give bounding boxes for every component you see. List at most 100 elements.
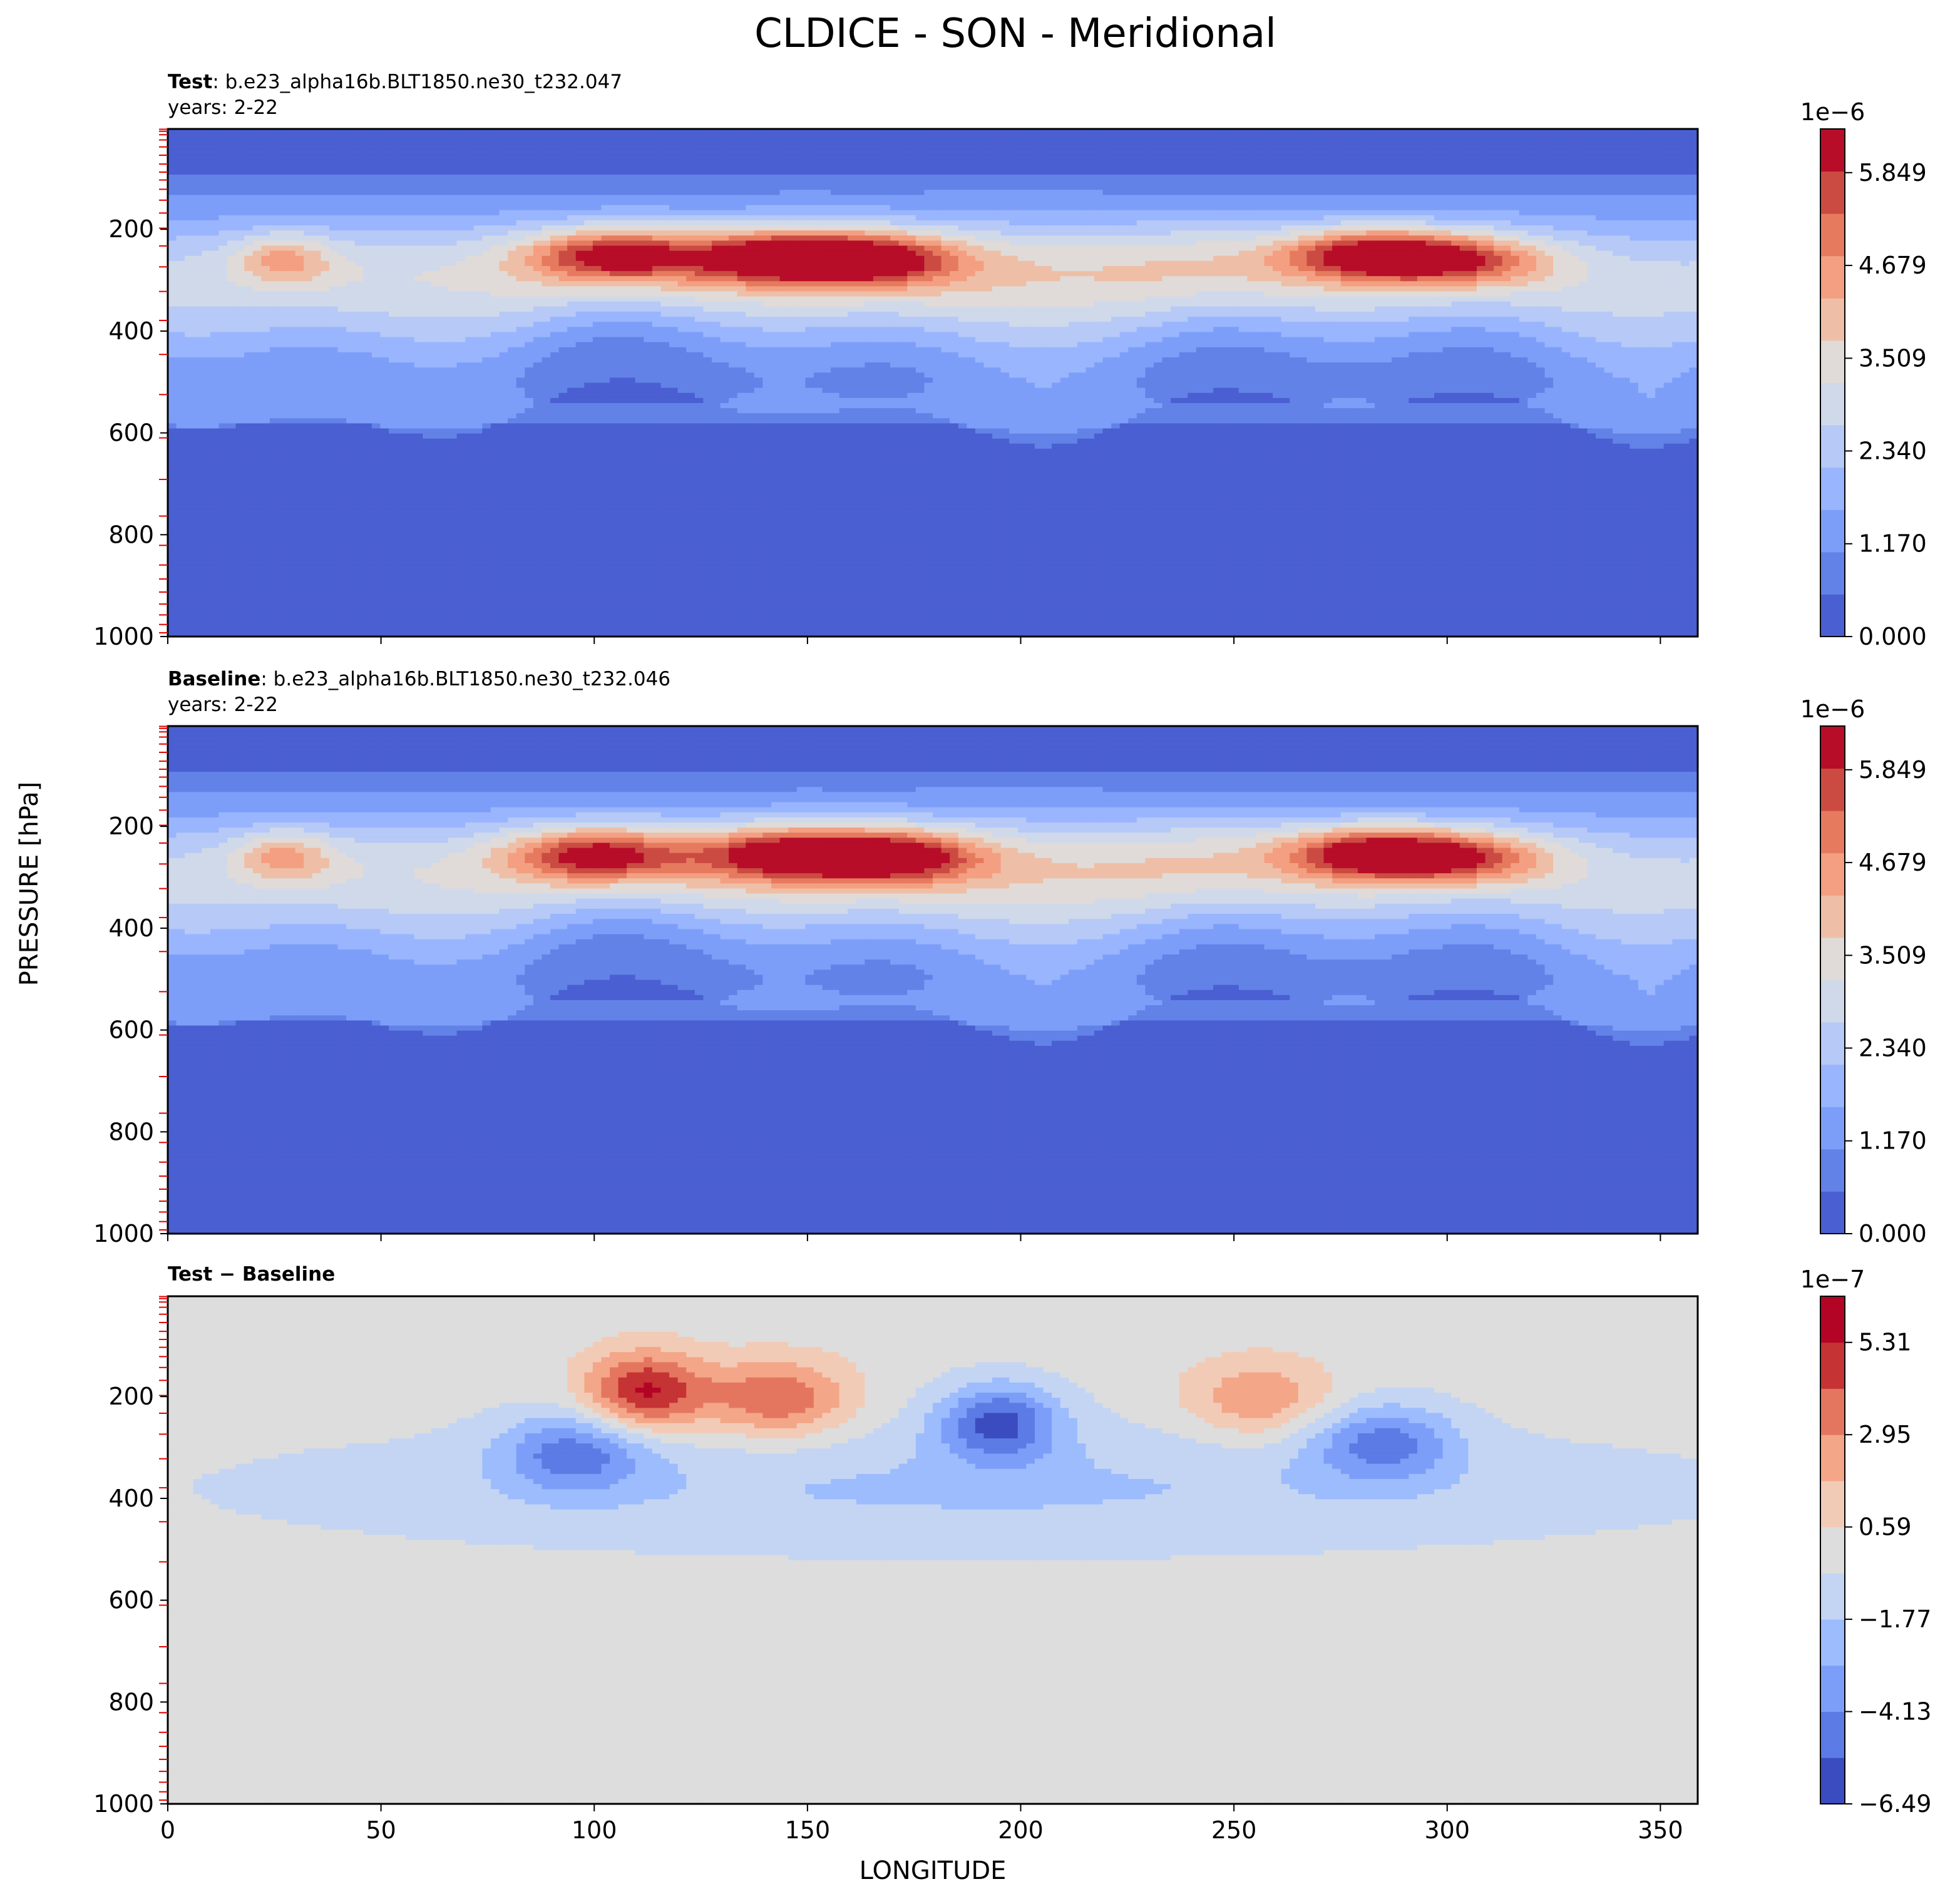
contour-cell (355, 195, 364, 200)
contour-cell (1579, 175, 1588, 180)
contour-cell (814, 210, 823, 216)
contour-cell (754, 261, 763, 267)
contour-cell (1332, 139, 1341, 145)
contour-cell (1460, 134, 1469, 140)
contour-cell (1417, 170, 1426, 175)
contour-cell (797, 195, 806, 200)
contour-cell (1009, 185, 1018, 190)
contour-cell (814, 165, 823, 170)
contour-cell (1511, 235, 1519, 241)
contour-cell (244, 235, 253, 241)
contour-cell (805, 251, 814, 257)
contour-cell (805, 215, 814, 221)
contour-cell (1171, 256, 1179, 262)
contour-cell (1085, 210, 1094, 216)
contour-cell (533, 261, 542, 267)
contour-cell (1171, 225, 1179, 231)
contour-cell (1485, 240, 1494, 246)
contour-cell (533, 170, 542, 175)
contour-cell (1621, 165, 1630, 170)
contour-cell (1026, 210, 1035, 216)
contour-cell (721, 266, 729, 272)
contour-cell (933, 155, 942, 160)
contour-cell (312, 220, 321, 226)
contour-cell (942, 155, 950, 160)
contour-cell (1579, 134, 1588, 140)
contour-cell (1298, 155, 1307, 160)
contour-cell (1596, 256, 1604, 262)
contour-cell (1511, 160, 1519, 165)
contour-cell (1375, 230, 1383, 236)
contour-cell (1443, 220, 1452, 226)
contour-cell (482, 195, 491, 200)
contour-cell (1213, 240, 1222, 246)
contour-cell (1604, 205, 1613, 211)
contour-cell (1018, 240, 1027, 246)
contour-cell (1265, 261, 1273, 267)
contour-cell (950, 215, 958, 221)
contour-cell (423, 175, 431, 180)
contour-cell (491, 246, 500, 252)
contour-cell (1672, 230, 1681, 236)
contour-cell (721, 180, 729, 185)
contour-cell (721, 160, 729, 165)
contour-cell (1527, 200, 1536, 206)
contour-cell (627, 210, 635, 216)
contour-cell (899, 240, 908, 246)
contour-cell (1519, 180, 1528, 185)
contour-cell (618, 139, 627, 145)
contour-cell (1664, 205, 1673, 211)
contour-cell (771, 200, 780, 206)
contour-cell (1298, 261, 1307, 267)
contour-cell (661, 149, 670, 155)
contour-cell (1417, 215, 1426, 221)
contour-cell (414, 210, 423, 216)
contour-cell (1596, 185, 1604, 190)
contour-cell (1265, 235, 1273, 241)
contour-cell (601, 134, 610, 140)
contour-cell (1579, 180, 1588, 185)
contour-cell (890, 266, 899, 272)
contour-cell (754, 195, 763, 200)
contour-cell (1426, 180, 1435, 185)
contour-cell (541, 256, 550, 262)
contour-cell (389, 175, 398, 180)
contour-cell (1587, 205, 1596, 211)
contour-cell (1009, 139, 1018, 145)
contour-cell (1026, 261, 1035, 267)
contour-cell (295, 251, 304, 257)
contour-cell (780, 225, 789, 231)
contour-cell (1281, 139, 1290, 145)
contour-cell (1408, 215, 1417, 221)
contour-cell (1536, 165, 1545, 170)
contour-cell (533, 225, 542, 231)
contour-cell (1128, 144, 1137, 150)
contour-cell (797, 230, 806, 236)
contour-cell (193, 220, 202, 226)
contour-cell (1204, 240, 1213, 246)
contour-cell (406, 175, 414, 180)
contour-cell (814, 215, 823, 221)
contour-cell (967, 195, 975, 200)
contour-cell (279, 246, 287, 252)
contour-cell (618, 210, 627, 216)
contour-cell (550, 180, 559, 185)
contour-cell (1468, 261, 1477, 267)
contour-cell (635, 225, 644, 231)
contour-cell (661, 261, 670, 267)
contour-cell (312, 261, 321, 267)
contour-cell (746, 139, 754, 145)
contour-cell (1035, 175, 1044, 180)
contour-cell (1349, 160, 1358, 165)
contour-cell (185, 225, 193, 231)
contour-cell (933, 261, 942, 267)
contour-cell (644, 240, 652, 246)
contour-cell (992, 266, 1001, 272)
contour-cell (712, 210, 721, 216)
contour-cell (1247, 210, 1256, 216)
contour-cell (1366, 144, 1375, 150)
contour-cell (1052, 240, 1060, 246)
contour-cell (1128, 195, 1137, 200)
contour-cell (1213, 144, 1222, 150)
contour-cell (1349, 261, 1358, 267)
